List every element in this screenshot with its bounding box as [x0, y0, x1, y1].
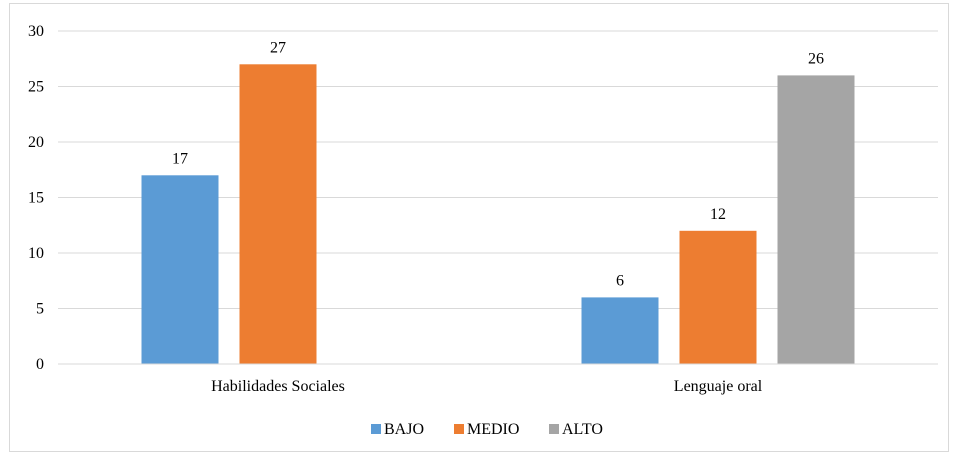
legend-label: BAJO: [384, 421, 424, 438]
bar: [239, 64, 317, 365]
data-labels: 17 27 6 12 26: [172, 39, 824, 289]
legend-swatch: [371, 424, 381, 434]
x-category-label: Habilidades Sociales: [211, 378, 345, 395]
legend-item: BAJO: [371, 421, 424, 438]
legend-item: MEDIO: [454, 421, 519, 438]
y-tick-label: 30: [28, 23, 44, 40]
x-category-label: Lenguaje oral: [674, 378, 763, 395]
data-label: 26: [808, 50, 824, 67]
data-label: 12: [710, 206, 726, 223]
legend-swatch: [454, 424, 464, 434]
legend-label: MEDIO: [467, 421, 519, 438]
bars: [141, 64, 855, 365]
data-label: 17: [172, 150, 188, 167]
legend-swatch: [549, 424, 559, 434]
bar: [679, 230, 757, 364]
y-tick-label: 5: [36, 301, 44, 318]
legend: BAJO MEDIO ALTO: [371, 421, 603, 438]
x-axis-categories: Habilidades Sociales Lenguaje oral: [211, 378, 763, 395]
y-tick-label: 25: [28, 79, 44, 96]
bar: [141, 175, 219, 364]
data-label: 27: [270, 39, 286, 56]
bar: [581, 297, 659, 364]
bar: [777, 75, 855, 365]
y-axis-ticks: 0 5 10 15 20 25 30: [28, 23, 44, 373]
legend-label: ALTO: [562, 421, 603, 438]
data-label: 6: [616, 272, 624, 289]
legend-item: ALTO: [549, 421, 603, 438]
y-tick-label: 10: [28, 245, 44, 262]
y-tick-label: 0: [36, 356, 44, 373]
y-tick-label: 20: [28, 134, 44, 151]
y-tick-label: 15: [28, 190, 44, 207]
